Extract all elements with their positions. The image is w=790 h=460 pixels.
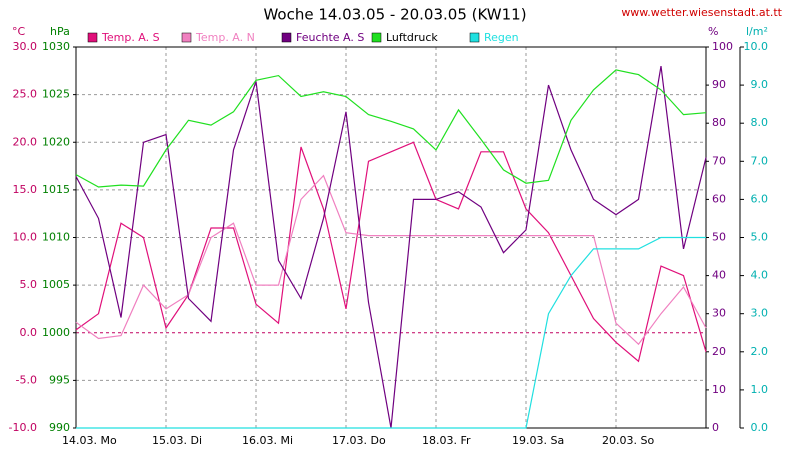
series-line bbox=[75, 66, 707, 429]
y-tick-label: 20.0 bbox=[13, 135, 38, 148]
y2-tick-label: 990 bbox=[49, 421, 70, 434]
y4-axis-title: l/m² bbox=[746, 25, 768, 38]
y-tick-label: 5.0 bbox=[20, 278, 38, 291]
y-axis-title: °C bbox=[12, 25, 26, 38]
y4-tick-label: 2.0 bbox=[751, 345, 769, 358]
y2-axis-title: hPa bbox=[50, 25, 70, 38]
y3-tick-label: 20 bbox=[712, 345, 726, 358]
y4-tick-label: 4.0 bbox=[751, 269, 769, 282]
legend-swatch bbox=[371, 32, 382, 43]
y2-tick-label: 1000 bbox=[42, 326, 70, 339]
y4-tick-label: 8.0 bbox=[751, 116, 769, 129]
y2-tick-label: 995 bbox=[49, 373, 70, 386]
legend-swatch bbox=[87, 32, 98, 43]
y3-tick-label: 40 bbox=[712, 269, 726, 282]
x-tick-label: 15.03. Di bbox=[152, 434, 202, 447]
y2-tick-label: 1020 bbox=[42, 135, 70, 148]
y3-tick-label: 80 bbox=[712, 116, 726, 129]
y4-tick-label: 6.0 bbox=[751, 192, 769, 205]
x-tick-label: 14.03. Mo bbox=[62, 434, 117, 447]
y3-tick-label: 100 bbox=[712, 40, 733, 53]
y-tick-label: 25.0 bbox=[13, 88, 38, 101]
series-line bbox=[75, 141, 707, 363]
legend-label: Temp. A. S bbox=[101, 31, 160, 44]
y2-tick-label: 1030 bbox=[42, 40, 70, 53]
source: www.wetter.wiesenstadt.at.tt bbox=[621, 6, 782, 19]
x-tick-label: 16.03. Mi bbox=[242, 434, 293, 447]
y4-tick-label: 10.0 bbox=[744, 40, 769, 53]
y2-tick-label: 1025 bbox=[42, 88, 70, 101]
y-tick-label: 30.0 bbox=[13, 40, 38, 53]
series-line bbox=[75, 69, 707, 188]
y2-tick-label: 1015 bbox=[42, 183, 70, 196]
y3-tick-label: 70 bbox=[712, 154, 726, 167]
x-tick-label: 19.03. Sa bbox=[512, 434, 564, 447]
x-tick-label: 18.03. Fr bbox=[422, 434, 471, 447]
y4-tick-label: 5.0 bbox=[751, 231, 769, 244]
y4-tick-label: 1.0 bbox=[751, 383, 769, 396]
y3-tick-label: 50 bbox=[712, 231, 726, 244]
x-tick-label: 20.03. So bbox=[602, 434, 654, 447]
x-tick-label: 17.03. Do bbox=[332, 434, 386, 447]
y3-tick-label: 90 bbox=[712, 78, 726, 91]
series-line bbox=[76, 236, 706, 429]
y2-tick-label: 1005 bbox=[42, 278, 70, 291]
legend-label: Regen bbox=[484, 31, 519, 44]
legend-swatch bbox=[181, 32, 192, 43]
y3-tick-label: 60 bbox=[712, 192, 726, 205]
y-tick-label: 15.0 bbox=[13, 183, 38, 196]
y-tick-label: 0.0 bbox=[20, 326, 38, 339]
y-tick-label: -5.0 bbox=[16, 373, 37, 386]
y3-axis-title: % bbox=[708, 25, 718, 38]
legend-swatch bbox=[281, 32, 292, 43]
chart-title: Woche 14.03.05 - 20.03.05 (KW11) bbox=[263, 6, 526, 24]
y4-tick-label: 3.0 bbox=[751, 307, 769, 320]
legend-swatch bbox=[469, 32, 480, 43]
series-line bbox=[75, 174, 707, 346]
y3-tick-label: 10 bbox=[712, 383, 726, 396]
legend-label: Feuchte A. S bbox=[296, 31, 364, 44]
y4-tick-label: 7.0 bbox=[751, 154, 769, 167]
y3-tick-label: 0 bbox=[712, 421, 719, 434]
y4-tick-label: 9.0 bbox=[751, 78, 769, 91]
y-tick-label: 10.0 bbox=[13, 231, 38, 244]
legend-label: Luftdruck bbox=[386, 31, 438, 44]
legend-label: Temp. A. N bbox=[195, 31, 255, 44]
y-tick-label: -10.0 bbox=[9, 421, 37, 434]
y2-tick-label: 1010 bbox=[42, 231, 70, 244]
y4-tick-label: 0.0 bbox=[751, 421, 769, 434]
y3-tick-label: 30 bbox=[712, 307, 726, 320]
